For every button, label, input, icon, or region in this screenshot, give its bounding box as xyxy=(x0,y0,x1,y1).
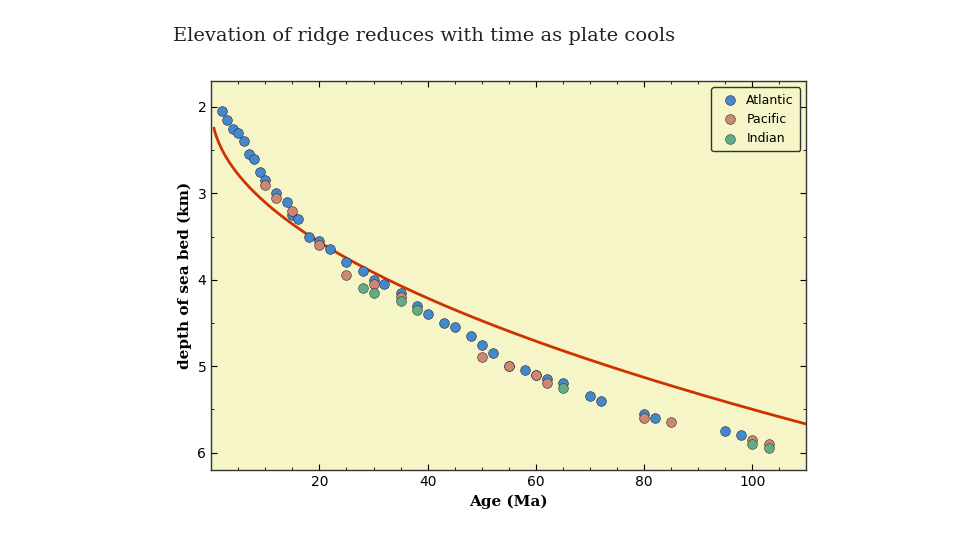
Atlantic xyxy=(539,375,554,383)
Pacific xyxy=(663,418,679,427)
Atlantic xyxy=(436,319,451,327)
Pacific xyxy=(269,193,284,202)
Atlantic xyxy=(528,370,543,379)
Indian xyxy=(761,444,777,453)
Atlantic xyxy=(269,189,284,198)
Atlantic xyxy=(636,409,652,418)
Atlantic xyxy=(339,258,354,267)
Atlantic xyxy=(355,267,371,275)
Atlantic xyxy=(409,301,424,310)
Atlantic xyxy=(226,124,241,133)
Atlantic xyxy=(555,379,570,388)
Atlantic xyxy=(220,116,235,124)
Pacific xyxy=(636,414,652,422)
Text: Elevation of ridge reduces with time as plate cools: Elevation of ridge reduces with time as … xyxy=(173,27,675,45)
Atlantic xyxy=(420,310,435,319)
Pacific xyxy=(528,370,543,379)
Atlantic xyxy=(257,176,273,185)
Pacific xyxy=(257,180,273,189)
X-axis label: Age (Ma): Age (Ma) xyxy=(469,494,548,509)
Pacific xyxy=(366,280,381,288)
Indian xyxy=(366,288,381,297)
Atlantic xyxy=(593,396,609,405)
Legend: Atlantic, Pacific, Indian: Atlantic, Pacific, Indian xyxy=(711,87,800,151)
Atlantic xyxy=(464,332,479,340)
Pacific xyxy=(285,206,300,215)
Atlantic xyxy=(279,198,295,206)
Atlantic xyxy=(474,340,490,349)
Atlantic xyxy=(447,323,463,332)
Atlantic xyxy=(366,275,381,284)
Atlantic xyxy=(717,427,732,435)
Atlantic xyxy=(300,232,316,241)
Atlantic xyxy=(214,107,229,116)
Atlantic xyxy=(733,431,749,440)
Pacific xyxy=(474,353,490,362)
Atlantic xyxy=(290,215,305,224)
Atlantic xyxy=(247,154,262,163)
Atlantic xyxy=(647,414,662,422)
Pacific xyxy=(393,293,408,301)
Atlantic xyxy=(376,280,392,288)
Pacific xyxy=(312,241,327,249)
Indian xyxy=(409,306,424,314)
Atlantic xyxy=(323,245,338,254)
Indian xyxy=(555,383,570,392)
Atlantic xyxy=(285,211,300,219)
Pacific xyxy=(539,379,554,388)
Atlantic xyxy=(393,288,408,297)
Atlantic xyxy=(252,167,268,176)
Indian xyxy=(355,284,371,293)
Atlantic xyxy=(241,150,256,159)
Atlantic xyxy=(517,366,533,375)
Pacific xyxy=(745,435,760,444)
Atlantic xyxy=(583,392,598,401)
Atlantic xyxy=(312,237,327,245)
Atlantic xyxy=(501,362,516,370)
Y-axis label: depth of sea bed (km): depth of sea bed (km) xyxy=(178,182,192,369)
Indian xyxy=(745,440,760,448)
Atlantic xyxy=(485,349,500,357)
Indian xyxy=(393,297,408,306)
Atlantic xyxy=(236,137,252,146)
Pacific xyxy=(761,440,777,448)
Pacific xyxy=(339,271,354,280)
Pacific xyxy=(501,362,516,370)
Atlantic xyxy=(230,129,246,137)
